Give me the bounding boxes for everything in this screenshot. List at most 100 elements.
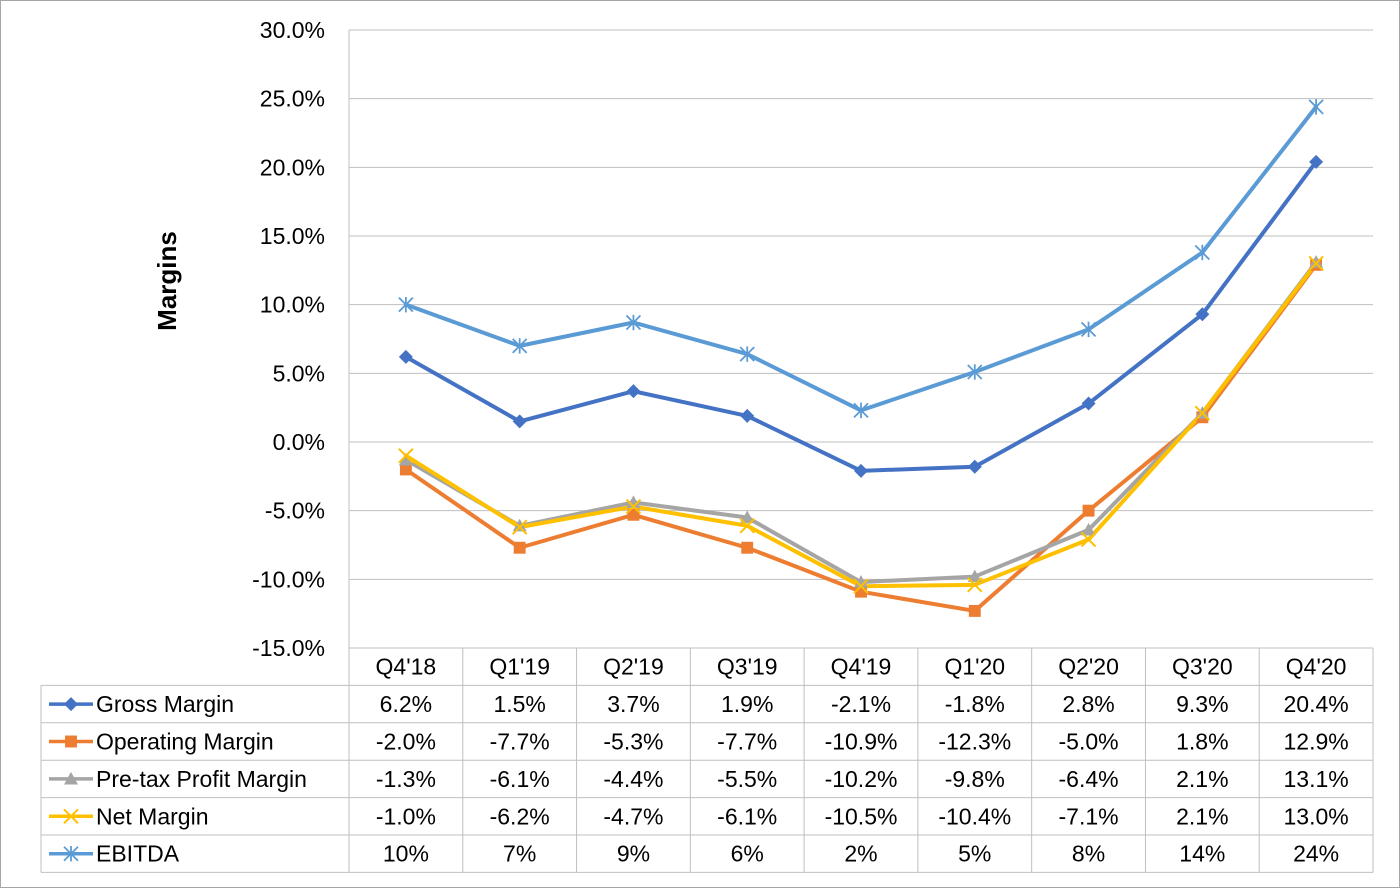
- square-marker: [627, 508, 640, 521]
- star-marker: [1308, 99, 1324, 115]
- category-label: Q1'19: [489, 654, 550, 680]
- data-cell: -1.0%: [376, 803, 436, 829]
- square-marker: [399, 463, 412, 476]
- category-label: Q2'20: [1058, 654, 1119, 680]
- star-marker: [967, 364, 983, 380]
- y-tick-label: -10.0%: [252, 566, 325, 592]
- triangle-marker: [398, 452, 413, 466]
- diamond-marker: [967, 459, 982, 474]
- data-cell: -1.8%: [945, 691, 1005, 717]
- data-cell: 1.5%: [493, 691, 545, 717]
- data-cell: 6.2%: [380, 691, 432, 717]
- star-marker: [625, 314, 642, 331]
- star-marker: [1194, 244, 1210, 261]
- x-marker: [1308, 255, 1324, 272]
- data-cell: 3.7%: [607, 691, 659, 717]
- data-cell: -5.3%: [603, 729, 663, 755]
- data-cell: -6.1%: [717, 803, 777, 829]
- star-marker: [1080, 321, 1097, 338]
- data-cell: -12.3%: [938, 729, 1011, 755]
- data-cell: -7.7%: [717, 729, 777, 755]
- data-cell: 2.1%: [1176, 803, 1228, 829]
- series-line: [403, 261, 1319, 589]
- data-cell: -10.5%: [825, 803, 898, 829]
- y-tick-label: 25.0%: [260, 86, 325, 112]
- data-cell: 6%: [731, 841, 764, 867]
- x-marker: [967, 577, 983, 593]
- y-tick-label: 30.0%: [260, 17, 325, 43]
- category-label: Q1'20: [944, 654, 1005, 680]
- data-cell: 7%: [503, 841, 536, 867]
- data-cell: -6.2%: [490, 803, 550, 829]
- x-marker-stroke: [63, 808, 79, 825]
- category-label: Q4'18: [376, 654, 437, 680]
- y-tick-label: 10.0%: [260, 292, 325, 318]
- data-cell: -5.0%: [1059, 729, 1119, 755]
- y-tick-label: 0.0%: [273, 429, 325, 455]
- square-marker: [855, 585, 867, 598]
- data-cell: -2.0%: [376, 729, 436, 755]
- triangle-marker: [1081, 522, 1096, 536]
- star-marker: [512, 338, 528, 354]
- data-cell: 12.9%: [1284, 729, 1349, 755]
- triangle-marker: [626, 495, 641, 509]
- diamond-marker: [1309, 154, 1324, 169]
- data-cell: 8%: [1072, 841, 1105, 867]
- data-cell: 24%: [1293, 841, 1339, 867]
- diamond-marker: [64, 697, 78, 712]
- x-marker: [398, 448, 414, 464]
- y-tick-label: 5.0%: [273, 360, 325, 386]
- triangle-marker: [740, 510, 755, 524]
- y-axis-label: Margins: [152, 231, 182, 331]
- data-cell: 20.4%: [1284, 691, 1349, 717]
- square-marker: [513, 541, 526, 554]
- x-marker-stroke: [625, 498, 642, 515]
- x-marker-stroke: [853, 578, 869, 594]
- square-marker: [65, 735, 77, 748]
- data-cell: 9.3%: [1176, 691, 1228, 717]
- star-marker: [739, 346, 755, 362]
- triangle-marker: [512, 518, 527, 532]
- diamond-marker: [854, 463, 868, 478]
- star-marker: [63, 846, 79, 862]
- data-cell: 2.1%: [1176, 766, 1228, 792]
- star-marker: [398, 296, 414, 313]
- data-cell: -10.4%: [938, 803, 1011, 829]
- data-cell: -5.5%: [717, 766, 777, 792]
- data-cell: 1.9%: [721, 691, 773, 717]
- data-cell: -9.8%: [945, 766, 1005, 792]
- data-cell: 10%: [383, 841, 429, 867]
- category-label: Q2'19: [603, 654, 664, 680]
- data-table: Q4'18 Q1'19 Q2'19 Q3'19 Q4'19 Q1'20 Q2'20 Q3'20…: [40, 647, 1374, 873]
- x-marker-stroke: [398, 448, 414, 464]
- x-marker: [511, 519, 528, 535]
- square-marker: [741, 541, 754, 554]
- x-marker: [63, 808, 79, 825]
- data-cell: -4.4%: [603, 766, 663, 792]
- data-cell: 13.1%: [1284, 766, 1349, 792]
- diamond-marker: [740, 408, 755, 423]
- series-name-label: Pre-tax Profit Margin: [96, 766, 307, 792]
- x-marker: [1194, 405, 1211, 421]
- series-name-label: EBITDA: [96, 841, 180, 867]
- diamond-marker: [398, 349, 413, 364]
- triangle-marker: [967, 569, 982, 583]
- x-marker-stroke: [967, 577, 983, 593]
- diamond-marker: [512, 414, 527, 429]
- category-label: Q3'20: [1172, 654, 1233, 680]
- data-cell: -2.1%: [831, 691, 891, 717]
- y-tick-label: -15.0%: [252, 635, 325, 661]
- y-tick-label: -5.0%: [265, 498, 325, 524]
- diamond-marker: [1195, 307, 1210, 322]
- category-label: Q4'19: [831, 654, 892, 680]
- series-line: [403, 159, 1319, 473]
- x-marker: [739, 518, 755, 534]
- data-cell: -6.1%: [490, 766, 550, 792]
- data-cell: 5%: [958, 841, 991, 867]
- x-marker-stroke: [1194, 405, 1211, 421]
- series-markers: [398, 99, 1324, 617]
- triangle-marker: [64, 771, 78, 785]
- series-name-label: Gross Margin: [96, 691, 234, 717]
- data-cell: 14%: [1179, 841, 1225, 867]
